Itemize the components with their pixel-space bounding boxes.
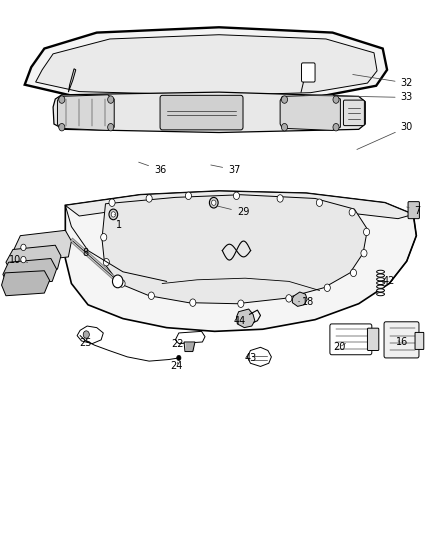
Circle shape [148,292,154,300]
Polygon shape [53,92,365,133]
Circle shape [286,295,292,302]
Circle shape [361,249,367,257]
Polygon shape [184,342,195,352]
Text: 20: 20 [333,342,346,352]
Circle shape [103,259,110,266]
FancyBboxPatch shape [367,328,379,351]
Polygon shape [6,245,61,273]
Circle shape [119,280,125,287]
Polygon shape [77,326,103,344]
Polygon shape [247,348,272,367]
Text: 22: 22 [171,338,184,349]
Polygon shape [65,191,413,219]
Circle shape [190,299,196,306]
Polygon shape [102,195,367,304]
Circle shape [185,192,191,199]
FancyBboxPatch shape [330,324,372,355]
Circle shape [59,96,65,103]
Circle shape [59,124,65,131]
Text: 29: 29 [217,206,249,217]
Text: 16: 16 [396,337,409,347]
Circle shape [108,124,114,131]
Ellipse shape [377,278,385,281]
FancyBboxPatch shape [301,63,315,82]
Circle shape [333,124,339,131]
Circle shape [277,195,283,202]
Polygon shape [175,332,205,344]
Polygon shape [3,259,57,285]
Circle shape [177,356,181,361]
Circle shape [109,209,118,220]
Ellipse shape [377,281,385,285]
Circle shape [109,199,115,206]
Text: 43: 43 [244,353,257,363]
Text: 18: 18 [298,297,314,307]
Circle shape [83,331,89,338]
Circle shape [108,96,114,103]
Text: 44: 44 [234,316,246,326]
Circle shape [333,96,339,103]
FancyBboxPatch shape [415,333,424,350]
Circle shape [209,197,218,208]
Text: 33: 33 [305,92,413,102]
Ellipse shape [377,293,385,296]
Circle shape [350,269,357,277]
Text: 10: 10 [9,255,28,265]
Polygon shape [68,69,76,92]
Polygon shape [35,35,377,95]
Circle shape [316,199,322,206]
Circle shape [282,124,288,131]
Polygon shape [65,191,417,332]
Ellipse shape [377,274,385,277]
Ellipse shape [377,285,385,288]
Circle shape [146,195,152,202]
Circle shape [212,200,216,205]
Ellipse shape [377,289,385,292]
FancyBboxPatch shape [408,201,420,219]
Text: 42: 42 [382,277,395,286]
Circle shape [113,275,123,288]
Polygon shape [292,292,307,306]
Circle shape [324,284,330,292]
Text: 37: 37 [211,165,240,175]
Circle shape [238,300,244,308]
Text: 1: 1 [114,214,123,230]
Polygon shape [280,95,340,131]
Polygon shape [57,95,114,131]
Circle shape [21,244,26,251]
FancyBboxPatch shape [343,100,364,126]
Ellipse shape [377,270,385,273]
Polygon shape [237,309,255,328]
Circle shape [349,208,355,216]
Text: 25: 25 [80,338,92,348]
Text: 24: 24 [170,361,182,372]
Text: 8: 8 [83,248,89,258]
Circle shape [364,228,370,236]
Polygon shape [25,27,387,101]
Circle shape [233,192,240,199]
FancyBboxPatch shape [160,95,243,130]
Polygon shape [13,230,71,262]
Circle shape [282,96,288,103]
FancyBboxPatch shape [384,322,419,358]
Circle shape [21,256,26,263]
Polygon shape [2,271,49,296]
Text: 7: 7 [407,206,421,216]
Text: 32: 32 [353,75,413,88]
Circle shape [101,233,107,241]
Text: 30: 30 [357,122,413,149]
Text: 36: 36 [139,162,166,175]
Circle shape [111,212,116,217]
